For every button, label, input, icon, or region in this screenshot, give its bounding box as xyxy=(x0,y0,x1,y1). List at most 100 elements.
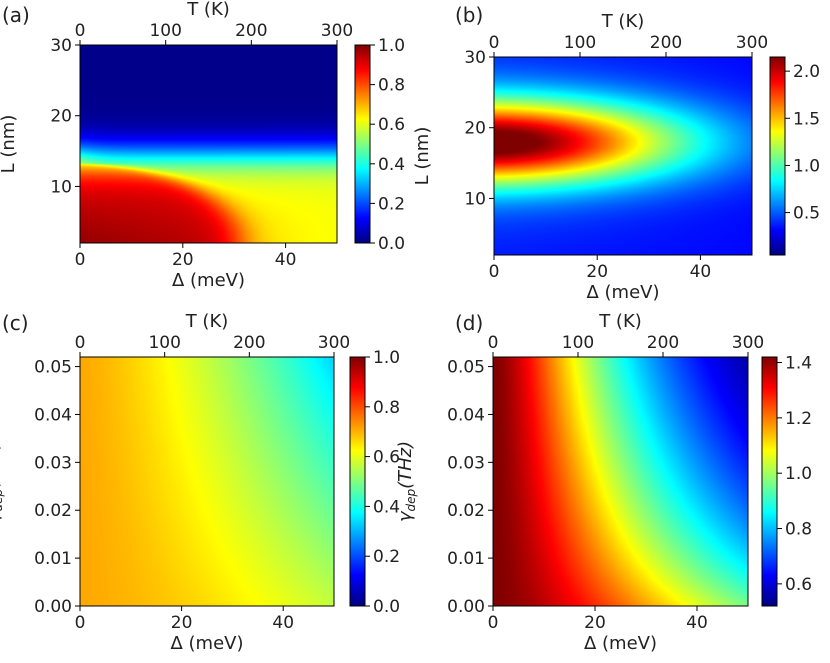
y-tick-label: 20 xyxy=(464,119,486,139)
panel-label: (d) xyxy=(455,311,483,335)
heatmap-image xyxy=(80,357,334,606)
colorbar xyxy=(355,45,370,243)
y-tick-label: 0.02 xyxy=(447,501,485,521)
y-axis-label: γdep(THz) xyxy=(0,441,5,522)
colorbar xyxy=(762,357,777,606)
colorbar-tick-label: 2.0 xyxy=(793,62,820,82)
panel-label: (a) xyxy=(2,3,30,27)
top-tick-label: 100 xyxy=(149,21,181,41)
top-tick-label: 100 xyxy=(562,333,594,353)
y-tick-label: 0.04 xyxy=(34,405,72,425)
colorbar-tick-label: 0.6 xyxy=(373,448,400,468)
x-tick-label: 20 xyxy=(586,262,608,282)
x-tick-label: 40 xyxy=(690,262,712,282)
top-tick-label: 300 xyxy=(318,333,350,353)
plot-frame xyxy=(492,356,749,607)
colorbar-tick-label: 1.0 xyxy=(373,348,400,368)
top-tick-label: 200 xyxy=(233,333,265,353)
colorbar-tick-label: 0.8 xyxy=(373,398,400,418)
colorbar-tick-label: 0.2 xyxy=(373,547,400,567)
colorbar-tick-label: 1.0 xyxy=(785,464,812,484)
heatmap-image xyxy=(493,357,748,606)
panel-label: (c) xyxy=(2,311,29,335)
y-tick-label: 10 xyxy=(464,189,486,209)
plot-frame xyxy=(493,56,753,256)
y-tick-label: 0.05 xyxy=(447,358,485,378)
x-axis-label: Δ (meV) xyxy=(172,270,245,291)
colorbar xyxy=(770,57,785,255)
y-axis-label: L (nm) xyxy=(412,127,433,186)
x-tick-label: 0 xyxy=(488,613,499,633)
colorbar-tick-label: 0.6 xyxy=(785,575,812,595)
y-tick-label: 10 xyxy=(50,177,72,197)
x-axis-label: Δ (meV) xyxy=(584,633,657,654)
y-tick-label: 0.05 xyxy=(34,358,72,378)
top-tick-label: 200 xyxy=(235,21,267,41)
colorbar-tick-label: 0.8 xyxy=(378,76,405,96)
y-tick-label: 0.01 xyxy=(447,549,485,569)
panel-a: (a) 0 20 40 Δ (meV) 0 100 200 300 T (K) 10 20 30 L (n… xyxy=(0,0,405,291)
panel-c: (c) 0 20 40 Δ (meV) 0 100 200 300 T (K) 0.00 0.01 0.… xyxy=(0,311,400,654)
panel-b: (b) 0 20 40 Δ (meV) 0 100 200 300 T (K) 10 20 30 L (n… xyxy=(412,3,820,303)
top-axis-label: T (K) xyxy=(186,0,230,20)
top-tick-label: 100 xyxy=(564,33,596,53)
y-tick-label: 30 xyxy=(50,36,72,56)
colorbar-tick-label: 0.0 xyxy=(378,234,405,254)
heatmap-image xyxy=(494,57,752,255)
y-tick-label: 20 xyxy=(50,107,72,127)
top-axis-label: T (K) xyxy=(598,311,642,332)
colorbar-tick-label: 0.0 xyxy=(373,597,400,617)
y-axis-label: γdep(THz) xyxy=(395,441,418,522)
top-tick-label: 0 xyxy=(489,33,500,53)
y-tick-label: 0.03 xyxy=(34,453,72,473)
colorbar-tick-label: 0.4 xyxy=(378,155,405,175)
colorbar-tick-label: 0.6 xyxy=(378,115,405,135)
top-tick-label: 300 xyxy=(736,33,768,53)
x-tick-label: 20 xyxy=(171,613,193,633)
colorbar-tick-label: 0.5 xyxy=(793,204,820,224)
y-tick-label: 0.04 xyxy=(447,405,485,425)
plot-frame xyxy=(79,356,335,607)
top-tick-label: 0 xyxy=(488,333,499,353)
y-tick-label: 0.02 xyxy=(34,501,72,521)
x-tick-label: 20 xyxy=(584,613,606,633)
colorbar-tick-label: 1.2 xyxy=(785,409,812,429)
top-tick-label: 300 xyxy=(732,333,764,353)
x-tick-label: 0 xyxy=(75,250,86,270)
colorbar-tick-label: 1.0 xyxy=(793,156,820,176)
plot-frame xyxy=(79,44,338,244)
top-axis-label: T (K) xyxy=(601,11,645,32)
top-tick-label: 0 xyxy=(75,21,86,41)
colorbar-tick-label: 0.2 xyxy=(378,194,405,214)
colorbar-frame xyxy=(761,356,778,607)
y-tick-label: 0.00 xyxy=(34,597,72,617)
colorbar-tick-label: 1.0 xyxy=(378,36,405,56)
colorbar-frame xyxy=(354,44,371,244)
y-tick-label: 30 xyxy=(464,48,486,68)
colorbar-tick-label: 0.4 xyxy=(373,497,400,517)
colorbar-frame xyxy=(769,56,786,256)
colorbar xyxy=(350,357,365,606)
x-tick-label: 20 xyxy=(172,250,194,270)
y-axis-label: L (nm) xyxy=(0,115,19,174)
heatmap-image xyxy=(80,45,337,243)
panel-label: (b) xyxy=(455,3,483,27)
top-tick-label: 200 xyxy=(647,333,679,353)
top-tick-label: 300 xyxy=(321,21,353,41)
colorbar-tick-label: 0.8 xyxy=(785,520,812,540)
top-tick-label: 200 xyxy=(650,33,682,53)
colorbar-frame xyxy=(349,356,366,607)
x-tick-label: 40 xyxy=(272,613,294,633)
x-tick-label: 40 xyxy=(686,613,708,633)
y-tick-label: 0.03 xyxy=(447,453,485,473)
x-tick-label: 0 xyxy=(75,613,86,633)
top-tick-label: 100 xyxy=(148,333,180,353)
y-tick-label: 0.01 xyxy=(34,549,72,569)
top-axis-label: T (K) xyxy=(185,311,229,332)
colorbar-tick-label: 1.5 xyxy=(793,109,820,129)
y-tick-label: 0.00 xyxy=(447,597,485,617)
colorbar-tick-label: 1.4 xyxy=(785,354,812,374)
x-tick-label: 40 xyxy=(275,250,297,270)
